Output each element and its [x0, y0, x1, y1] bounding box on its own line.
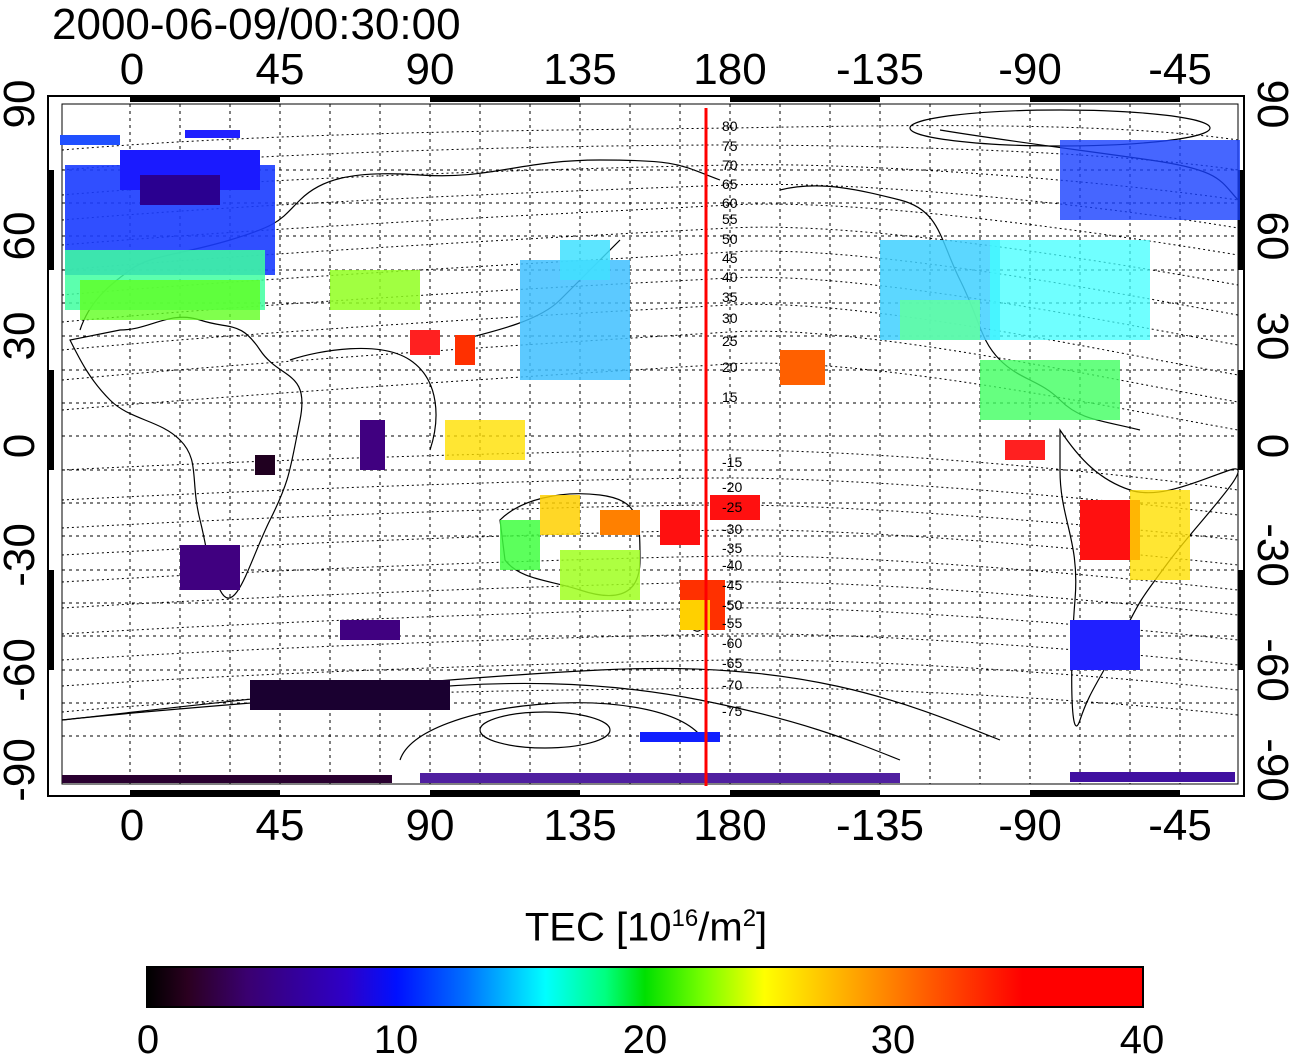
lat-label: -30: [1248, 523, 1292, 587]
contour-label: -55: [722, 615, 742, 631]
lon-label: 45: [256, 801, 305, 850]
contour-label: 60: [722, 195, 738, 211]
contour-label: 65: [722, 176, 738, 192]
contour-label: 55: [722, 211, 738, 227]
contour-label: -65: [722, 655, 742, 671]
lat-label: 60: [0, 212, 44, 261]
lon-label: -45: [1148, 801, 1212, 850]
contour-label: -15: [722, 454, 742, 470]
contour-label: 50: [722, 231, 738, 247]
lat-label: -30: [0, 523, 44, 587]
lon-label: 45: [256, 45, 305, 94]
contour-label: -75: [722, 703, 742, 719]
colorbar-title-exponent: 16: [671, 905, 699, 932]
contour-label: -70: [722, 677, 742, 693]
lon-label: 0: [120, 45, 144, 94]
frame-bars: [48, 96, 1244, 796]
contour-label: 80: [722, 118, 738, 134]
lon-label: -90: [998, 45, 1062, 94]
contour-label: 45: [722, 250, 738, 266]
contour-label: 70: [722, 157, 738, 173]
lat-label: -60: [1248, 638, 1292, 702]
lat-label: 90: [0, 80, 44, 129]
contour-label: 35: [722, 289, 738, 305]
colorbar-title: TEC [1016/m2]: [0, 905, 1292, 950]
contour-label: 30: [722, 310, 738, 326]
lon-label: 0: [120, 801, 144, 850]
lon-label: -135: [836, 801, 924, 850]
contour-label: -45: [722, 577, 742, 593]
lat-label: 0: [1248, 434, 1292, 458]
lon-label: 135: [543, 45, 616, 94]
lat-label: 60: [1248, 212, 1292, 261]
contour-label: -25: [722, 499, 742, 515]
tec-map: 80 75 70 65 60 55 50 45 40 35 30 25 20 1…: [0, 45, 1292, 850]
lat-label: 90: [1248, 80, 1292, 129]
colorbar-tick-label: 20: [622, 1018, 668, 1062]
left-latitude-labels: 90 60 30 0 -30 -60 -90: [0, 80, 44, 802]
tec-colorbar: [146, 966, 1144, 1008]
lon-label: -90: [998, 801, 1062, 850]
lat-label: -90: [0, 738, 44, 802]
right-latitude-labels: 90 60 30 0 -30 -60 -90: [1248, 80, 1292, 802]
contour-label: -20: [722, 479, 742, 495]
colorbar-title-unit-exponent: 2: [742, 905, 757, 932]
top-longitude-labels: 0 45 90 135 180 -135 -90 -45: [120, 45, 1212, 94]
map-title: 2000-06-09/00:30:00: [52, 0, 461, 49]
contour-label: 40: [722, 269, 738, 285]
lon-label: 180: [693, 801, 766, 850]
lon-label: 180: [693, 45, 766, 94]
contour-labels: 80 75 70 65 60 55 50 45 40 35 30 25 20 1…: [722, 118, 742, 719]
lon-label: 90: [406, 45, 455, 94]
contour-label: -35: [722, 540, 742, 556]
colorbar-tick-label: 40: [1119, 1018, 1165, 1062]
contour-label: -60: [722, 635, 742, 651]
colorbar-tick-label: 30: [870, 1018, 916, 1062]
lon-label: -135: [836, 45, 924, 94]
bottom-longitude-labels: 0 45 90 135 180 -135 -90 -45: [120, 801, 1212, 850]
contour-label: 25: [722, 333, 738, 349]
colorbar-tick-label: 0: [136, 1018, 160, 1062]
lon-label: 90: [406, 801, 455, 850]
contour-label: -30: [722, 521, 742, 537]
contour-label: -40: [722, 557, 742, 573]
contour-label: 20: [722, 359, 738, 375]
lat-label: 0: [0, 434, 44, 458]
colorbar-title-prefix: TEC [10: [524, 905, 672, 950]
colorbar-tick-label: 10: [373, 1018, 419, 1062]
contour-label: 75: [722, 138, 738, 154]
contour-label: 15: [722, 389, 738, 405]
tec-data-cells: [60, 130, 1240, 783]
lat-label: -90: [1248, 738, 1292, 802]
colorbar-title-unit: /m: [698, 905, 743, 950]
lon-label: 135: [543, 801, 616, 850]
lon-label: -45: [1148, 45, 1212, 94]
lat-label: 30: [1248, 312, 1292, 361]
lat-label: -60: [0, 638, 44, 702]
lat-label: 30: [0, 312, 44, 361]
colorbar-title-suffix: ]: [756, 905, 768, 950]
contour-label: -50: [722, 597, 742, 613]
